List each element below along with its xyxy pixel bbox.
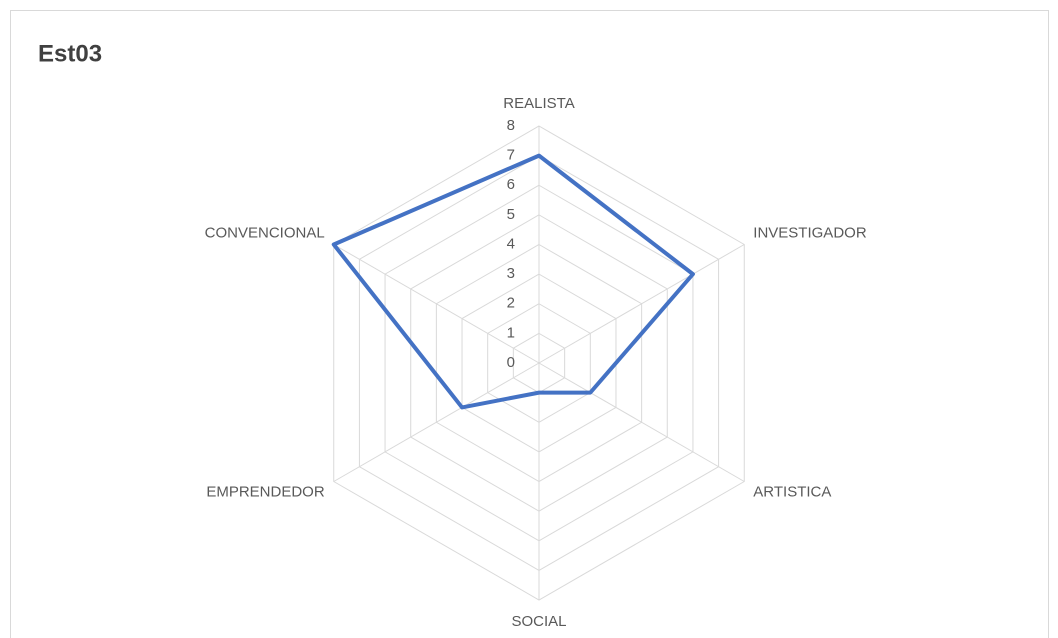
- r-tick-label: 8: [507, 117, 515, 134]
- spoke: [538, 244, 745, 364]
- category-label: REALISTA: [503, 95, 574, 112]
- spoke: [333, 244, 540, 364]
- r-tick-label: 4: [507, 235, 515, 252]
- r-tick-label: 7: [507, 147, 515, 164]
- r-tick-label: 5: [507, 206, 515, 223]
- category-label: SOCIAL: [511, 613, 566, 630]
- r-tick-label: 1: [507, 324, 515, 341]
- chart-frame: [10, 10, 1049, 638]
- spoke: [538, 362, 745, 482]
- category-label: CONVENCIONAL: [205, 224, 325, 241]
- category-label: ARTISTICA: [753, 483, 831, 500]
- spoke: [333, 362, 540, 482]
- category-label: INVESTIGADOR: [753, 224, 867, 241]
- r-tick-label: 0: [507, 354, 515, 371]
- series-line: [331, 153, 695, 410]
- chart-title: Est03: [38, 40, 102, 67]
- category-label: EMPRENDEDOR: [206, 483, 325, 500]
- r-tick-label: 2: [507, 295, 515, 312]
- r-tick-label: 6: [507, 176, 515, 193]
- r-tick-label: 3: [507, 265, 515, 282]
